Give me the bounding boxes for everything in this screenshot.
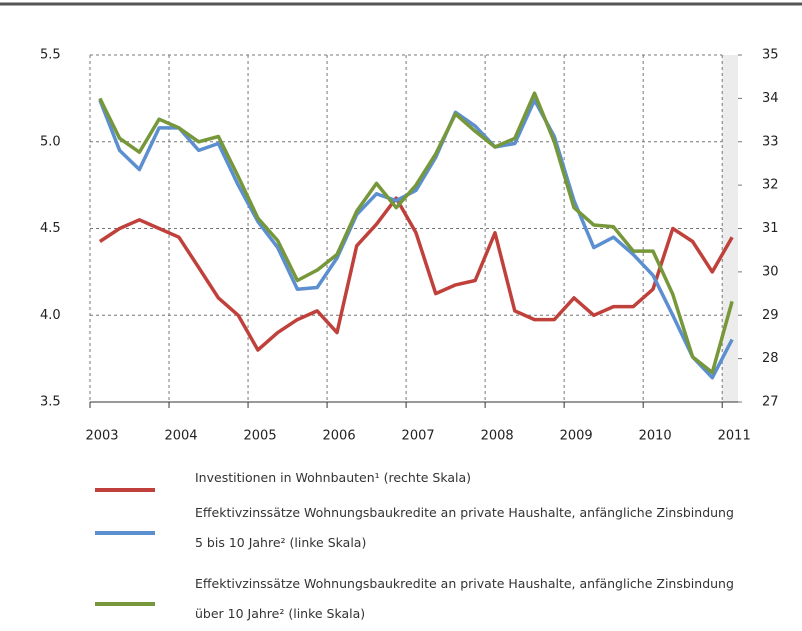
x-tick-label: 2011 (718, 429, 751, 444)
y2-tick-label: 30 (762, 264, 779, 279)
series-line (98, 196, 734, 352)
y2-tick-label: 34 (762, 91, 779, 106)
y2-tick-label: 32 (762, 178, 779, 193)
legend-label: Effektivzinssätze Wohnungsbaukredite an … (195, 576, 734, 621)
y2-tick-label: 29 (762, 308, 779, 323)
y-tick-label: 3.5 (40, 395, 61, 410)
y2-tick-label: 33 (762, 134, 779, 149)
y-tick-label: 5.5 (40, 48, 61, 63)
x-tick-label: 2008 (481, 429, 514, 444)
legend-label: Investitionen in Wohnbauten¹ (rechte Ska… (195, 470, 472, 485)
legend-swatch (95, 602, 155, 606)
series-line (98, 91, 734, 375)
legend-label: Effektivzinssätze Wohnungsbaukredite an … (195, 505, 734, 550)
y2-tick-label: 28 (762, 351, 779, 366)
y2-tick-label: 35 (762, 48, 779, 63)
series-line (98, 98, 734, 380)
legend-swatch (95, 531, 155, 535)
shaded-area (722, 55, 738, 402)
x-tick-label: 2005 (244, 429, 277, 444)
legend-swatch (95, 488, 155, 492)
y2-tick-label: 27 (762, 395, 779, 410)
x-tick-label: 2006 (323, 429, 356, 444)
x-tick-label: 2004 (164, 429, 197, 444)
y-tick-label: 4.0 (40, 308, 61, 323)
x-tick-label: 2007 (402, 429, 435, 444)
y2-tick-label: 31 (762, 221, 779, 236)
x-tick-label: 2009 (560, 429, 593, 444)
y-tick-label: 4.5 (40, 221, 61, 236)
x-tick-label: 2010 (639, 429, 672, 444)
x-tick-label: 2003 (85, 429, 118, 444)
y-tick-label: 5.0 (40, 134, 61, 149)
